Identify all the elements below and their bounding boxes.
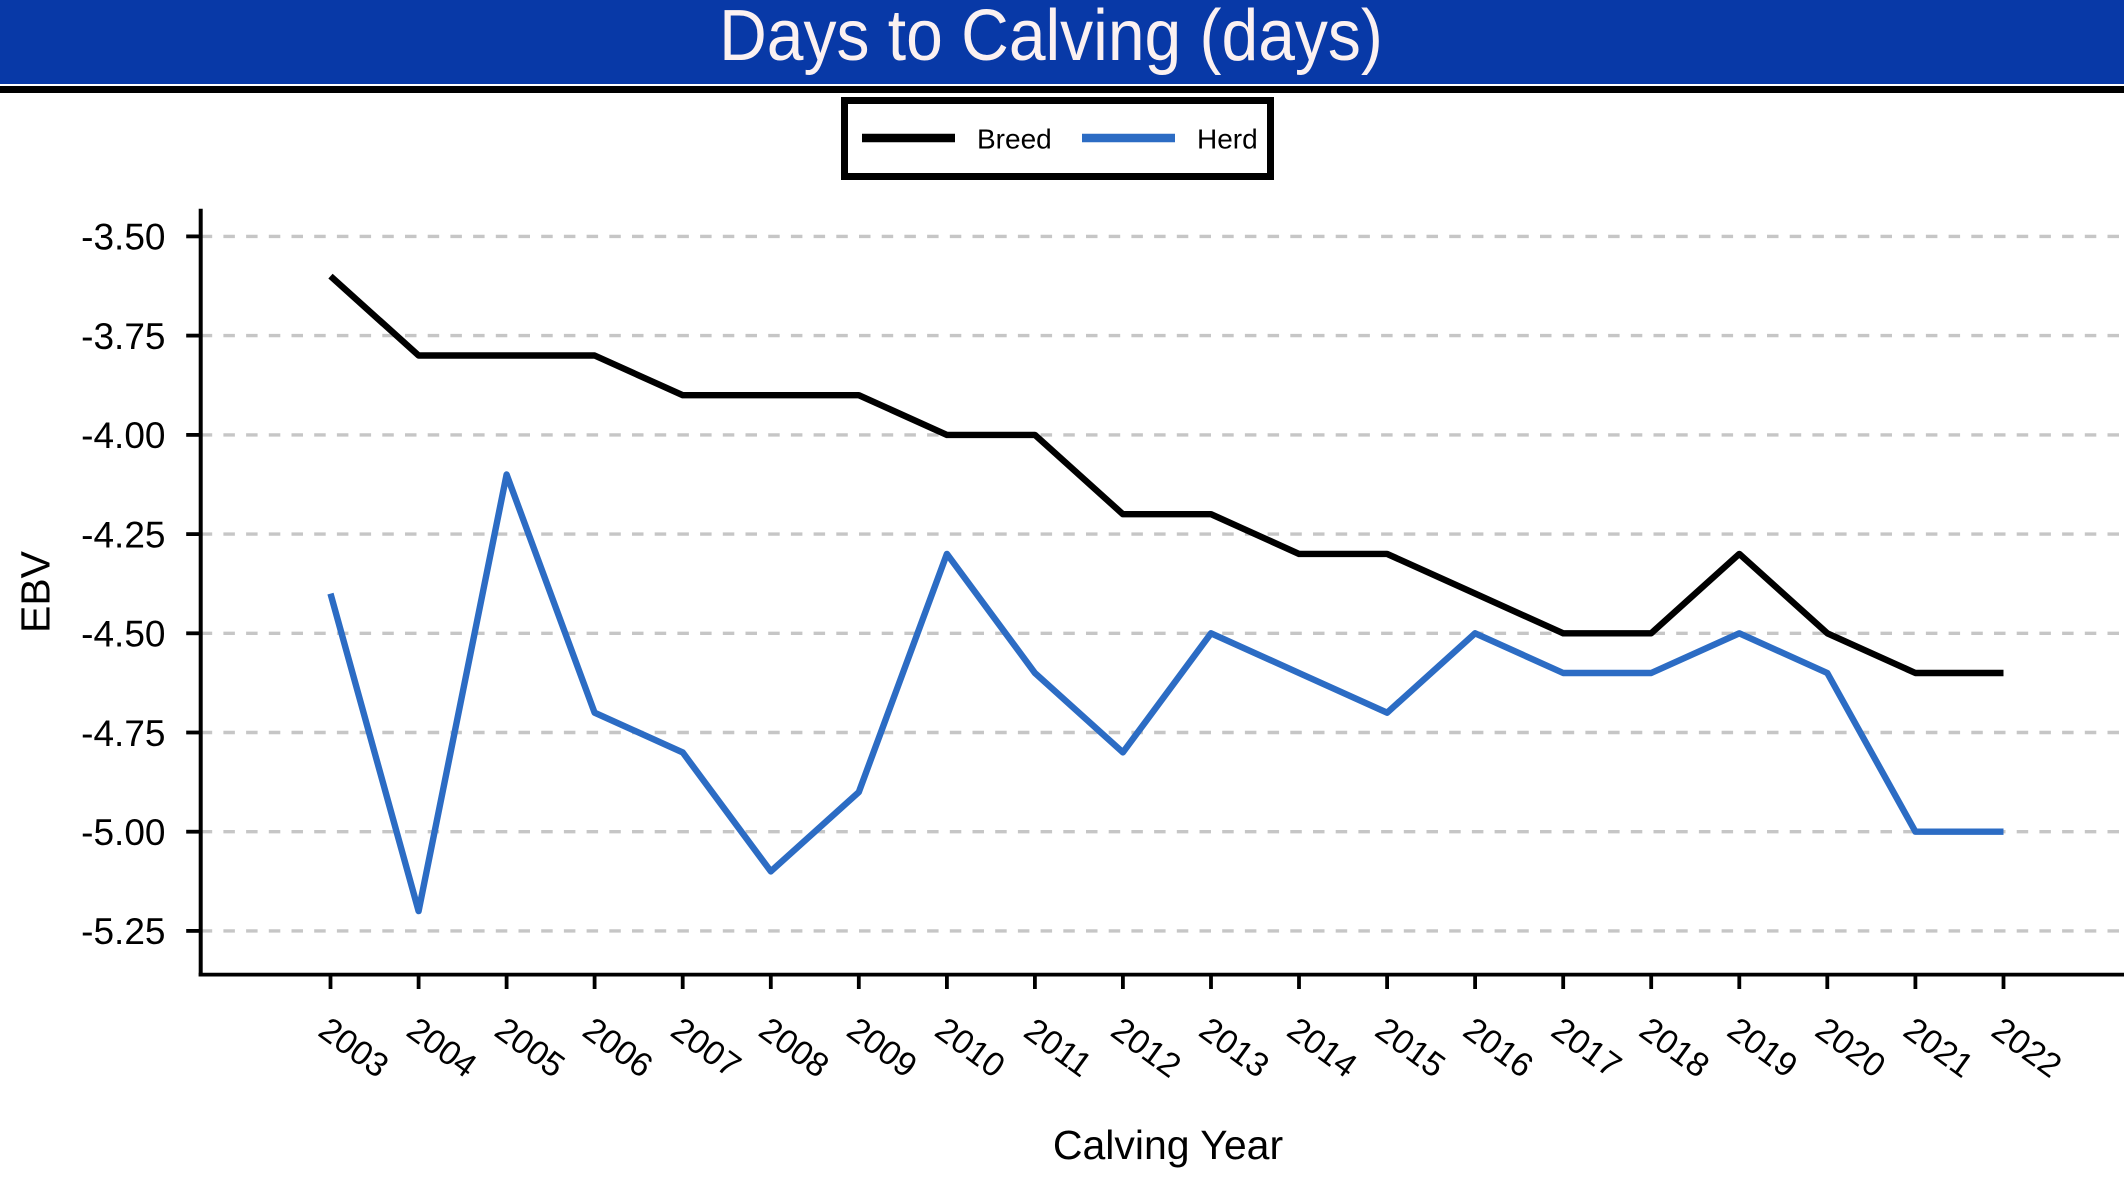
svg-text:Calving Year: Calving Year bbox=[1053, 1122, 1283, 1168]
svg-text:2016: 2016 bbox=[1456, 1010, 1540, 1085]
svg-text:2005: 2005 bbox=[488, 1010, 572, 1085]
svg-text:2017: 2017 bbox=[1544, 1010, 1628, 1085]
svg-text:Herd: Herd bbox=[1197, 124, 1258, 155]
svg-text:2012: 2012 bbox=[1104, 1010, 1188, 1085]
svg-text:-5.25: -5.25 bbox=[81, 911, 165, 952]
svg-text:2010: 2010 bbox=[928, 1010, 1012, 1085]
svg-text:-5.00: -5.00 bbox=[81, 812, 165, 853]
svg-text:-4.75: -4.75 bbox=[81, 713, 165, 754]
svg-text:Days to Calving (days): Days to Calving (days) bbox=[719, 0, 1383, 76]
svg-text:2020: 2020 bbox=[1809, 1010, 1893, 1085]
svg-text:2003: 2003 bbox=[312, 1010, 396, 1085]
svg-text:2004: 2004 bbox=[400, 1010, 484, 1085]
svg-text:2019: 2019 bbox=[1721, 1010, 1805, 1085]
svg-text:2009: 2009 bbox=[840, 1010, 924, 1085]
svg-text:2015: 2015 bbox=[1368, 1010, 1452, 1085]
svg-text:2014: 2014 bbox=[1280, 1010, 1364, 1085]
svg-text:Breed: Breed bbox=[977, 124, 1052, 155]
svg-text:2021: 2021 bbox=[1897, 1010, 1981, 1085]
svg-text:EBV: EBV bbox=[12, 550, 58, 633]
svg-text:-4.50: -4.50 bbox=[81, 614, 165, 655]
svg-text:-3.75: -3.75 bbox=[81, 316, 165, 357]
svg-text:2011: 2011 bbox=[1017, 1011, 1098, 1085]
svg-text:-3.50: -3.50 bbox=[81, 217, 165, 258]
svg-text:2013: 2013 bbox=[1192, 1010, 1276, 1085]
svg-text:2006: 2006 bbox=[576, 1010, 660, 1085]
svg-text:-4.25: -4.25 bbox=[81, 514, 165, 555]
svg-text:-4.00: -4.00 bbox=[81, 415, 165, 456]
svg-text:2008: 2008 bbox=[752, 1010, 836, 1085]
svg-text:2018: 2018 bbox=[1632, 1010, 1716, 1085]
svg-text:2007: 2007 bbox=[664, 1010, 748, 1085]
svg-text:2022: 2022 bbox=[1985, 1010, 2069, 1085]
